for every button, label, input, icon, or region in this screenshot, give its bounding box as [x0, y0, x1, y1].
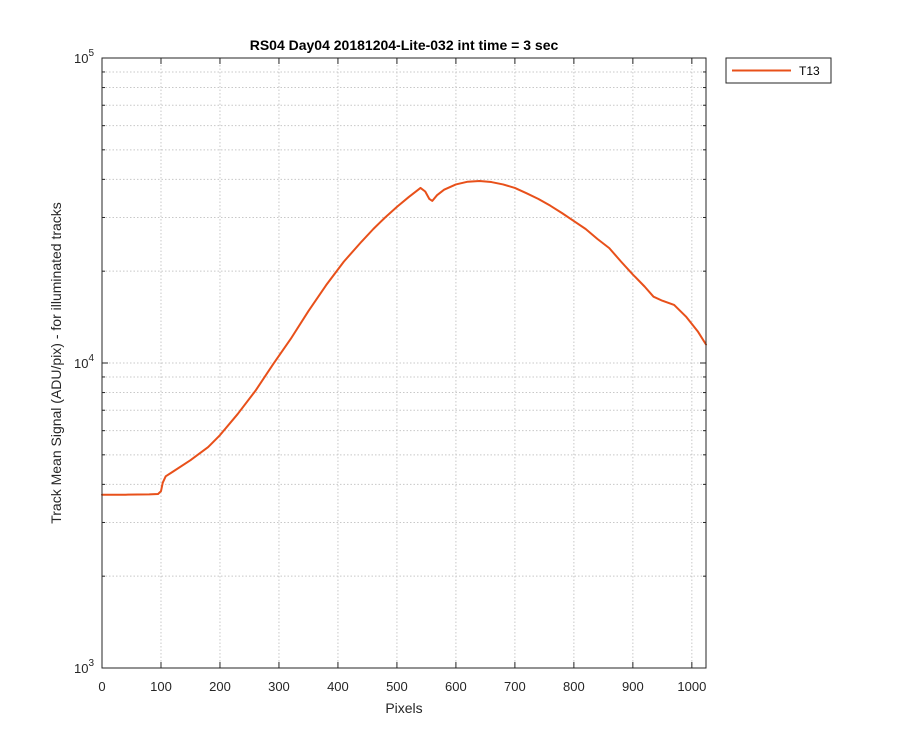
grid — [102, 58, 706, 668]
y-tick-label: 105 — [74, 48, 94, 66]
x-tick-label: 600 — [445, 679, 467, 694]
x-axis-label: Pixels — [385, 700, 422, 716]
x-tick-label: 700 — [504, 679, 526, 694]
x-tick-label: 400 — [327, 679, 349, 694]
x-tick-label: 100 — [150, 679, 172, 694]
y-tick-labels: 103 104 105 — [74, 48, 94, 676]
x-tick-label: 300 — [268, 679, 290, 694]
x-tick-label: 800 — [563, 679, 585, 694]
x-tick-label: 500 — [386, 679, 408, 694]
x-tick-label: 0 — [98, 679, 105, 694]
y-axis-label: Track Mean Signal (ADU/pix) - for illumi… — [48, 202, 64, 524]
x-tick-label: 1000 — [677, 679, 706, 694]
chart-title: RS04 Day04 20181204-Lite-032 int time = … — [250, 37, 559, 53]
y-tick-label: 104 — [74, 353, 94, 371]
legend-label-t13: T13 — [799, 64, 820, 78]
x-tick-label: 900 — [622, 679, 644, 694]
legend: T13 — [725, 57, 832, 84]
y-tick-label: 103 — [74, 658, 94, 676]
ticks — [101, 58, 706, 668]
x-tick-labels: 0 100 200 300 400 500 600 700 800 900 1000 — [98, 679, 706, 694]
series-line-t13 — [101, 180, 707, 496]
data-lines — [101, 180, 707, 496]
x-tick-label: 200 — [209, 679, 231, 694]
